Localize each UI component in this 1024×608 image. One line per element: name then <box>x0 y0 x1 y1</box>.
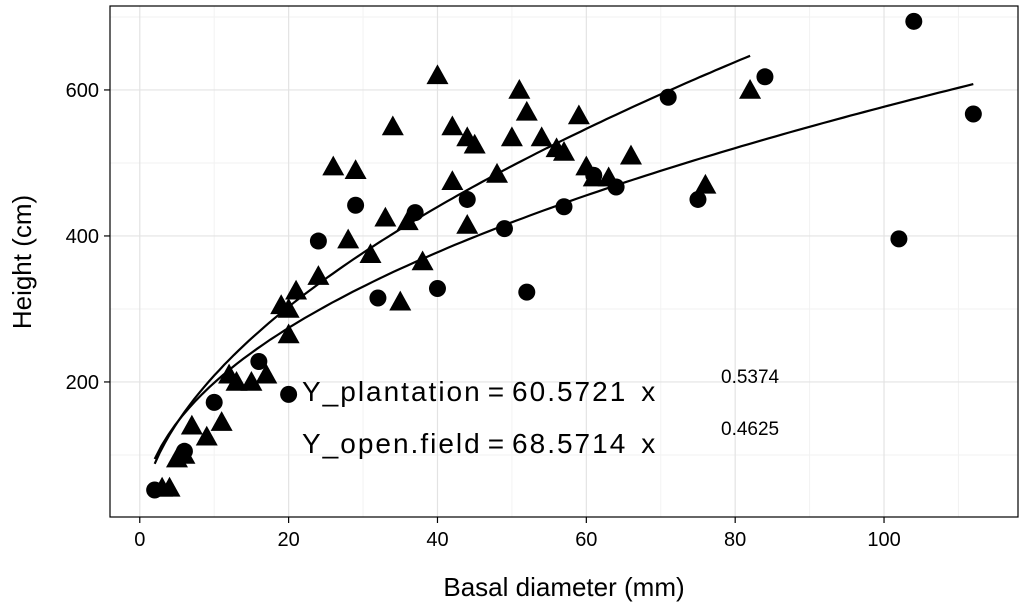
point-plantation <box>180 414 203 435</box>
x-axis-title: Basal diameter (mm) <box>443 572 684 602</box>
point-plantation <box>277 297 300 318</box>
point-plantation <box>225 370 248 391</box>
equation-open-field-var: x <box>641 428 657 459</box>
point-plantation <box>553 141 575 161</box>
point-plantation <box>463 133 486 154</box>
point-plantation <box>195 425 218 446</box>
equation-plantation-label: Y_plantation <box>302 376 482 407</box>
point-open-field <box>406 204 424 222</box>
points-layer <box>146 12 982 499</box>
x-tick-label: 20 <box>277 529 299 551</box>
point-plantation <box>426 64 449 85</box>
x-tick-label: 40 <box>426 529 448 551</box>
x-tick-label: 60 <box>575 529 597 551</box>
point-open-field <box>347 196 365 214</box>
y-axis: 200 400 600 <box>66 80 110 394</box>
point-open-field <box>585 166 603 184</box>
point-open-field <box>205 393 223 411</box>
point-plantation <box>500 126 523 147</box>
point-plantation <box>277 323 300 344</box>
point-open-field <box>607 178 625 196</box>
equation-open-field: Y_open.field = 68.5714 x 0.4625 <box>302 419 779 459</box>
x-axis: 0 20 40 60 80 100 <box>134 517 901 551</box>
plot-border <box>109 5 1019 518</box>
point-open-field <box>369 289 387 307</box>
point-open-field <box>280 385 298 403</box>
point-plantation <box>619 144 642 165</box>
point-open-field <box>250 353 268 371</box>
equation-plantation-coef: 60.5721 <box>512 376 627 407</box>
plot-background <box>110 6 1018 517</box>
x-tick-label: 0 <box>134 529 145 551</box>
equation-plantation-exponent: 0.5374 <box>721 367 780 388</box>
point-open-field <box>890 230 908 248</box>
point-open-field <box>905 12 923 30</box>
y-tick-label: 200 <box>66 372 99 394</box>
x-tick-label: 80 <box>724 529 746 551</box>
point-open-field <box>689 190 707 208</box>
point-plantation <box>359 243 382 263</box>
point-open-field <box>458 190 476 208</box>
point-open-field <box>964 105 982 123</box>
point-plantation <box>515 100 538 121</box>
point-open-field <box>175 442 193 460</box>
equation-open-field-label: Y_open.field <box>302 428 482 459</box>
fit-line-plantation <box>153 54 751 465</box>
equation-plantation-var: x <box>641 376 657 407</box>
point-plantation <box>567 104 590 125</box>
point-open-field <box>309 232 327 250</box>
point-plantation <box>374 206 397 227</box>
point-plantation <box>322 155 345 176</box>
point-plantation <box>307 265 330 285</box>
point-plantation <box>456 214 479 234</box>
point-plantation <box>530 126 553 147</box>
point-plantation <box>508 78 531 99</box>
point-plantation <box>389 290 412 311</box>
point-plantation <box>210 411 233 431</box>
y-tick-label: 600 <box>66 80 99 102</box>
point-open-field <box>518 283 536 301</box>
point-plantation <box>255 363 278 384</box>
point-open-field <box>756 68 774 86</box>
y-axis-title: Height (cm) <box>7 195 37 329</box>
point-plantation <box>158 476 181 497</box>
point-plantation <box>441 115 464 136</box>
point-plantation <box>337 228 360 249</box>
point-open-field <box>428 280 446 298</box>
point-plantation <box>441 170 464 190</box>
point-plantation <box>739 78 762 99</box>
point-plantation <box>240 370 263 391</box>
point-plantation <box>396 210 419 231</box>
point-open-field <box>555 198 573 216</box>
grid-major <box>110 6 1018 517</box>
x-tick-label: 100 <box>867 529 900 551</box>
equation-open-field-exponent: 0.4625 <box>721 419 779 440</box>
point-open-field <box>495 220 513 238</box>
point-plantation <box>381 115 404 136</box>
point-plantation <box>694 173 717 194</box>
point-plantation <box>285 279 308 300</box>
equation-open-field-coef: 68.5714 <box>512 428 627 459</box>
point-open-field <box>659 88 677 106</box>
point-plantation <box>344 159 367 180</box>
y-tick-label: 400 <box>66 226 99 248</box>
point-plantation <box>411 250 434 271</box>
equation-plantation: Y_plantation = 60.5721 x 0.5374 <box>302 367 780 407</box>
point-plantation <box>486 162 509 183</box>
point-open-field <box>146 481 164 499</box>
